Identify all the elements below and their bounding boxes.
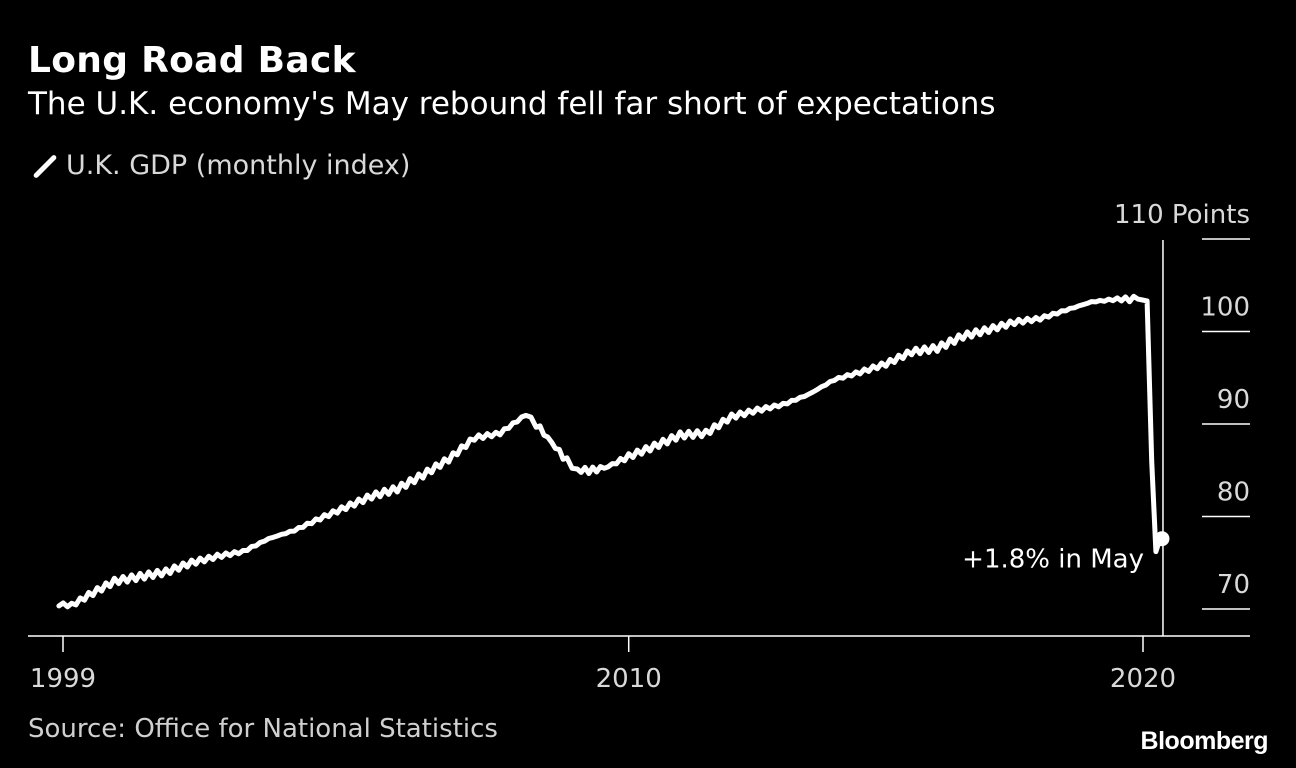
y-tick-label: 110 Points	[1114, 200, 1250, 230]
x-tick-label: 2020	[1110, 664, 1176, 694]
y-tick-label: 90	[1217, 385, 1250, 415]
chart-title: Long Road Back	[28, 40, 356, 81]
chart-subtitle: The U.K. economy's May rebound fell far …	[28, 86, 996, 122]
source-note: Source: Office for National Statistics	[28, 714, 498, 744]
y-tick-label: 70	[1217, 570, 1250, 600]
x-tick-label: 1999	[30, 664, 96, 694]
legend-series-label: U.K. GDP (monthly index)	[66, 150, 411, 181]
bloomberg-logo: Bloomberg	[1140, 727, 1269, 755]
latest-point-marker	[1154, 531, 1170, 547]
y-tick-label: 100	[1200, 293, 1250, 323]
annotation-label: +1.8% in May	[962, 545, 1144, 575]
y-tick-label: 80	[1217, 478, 1250, 508]
x-tick-label: 2010	[596, 664, 662, 694]
series-line-uk-gdp	[56, 293, 1163, 610]
chart-legend: U.K. GDP (monthly index)	[28, 150, 410, 181]
